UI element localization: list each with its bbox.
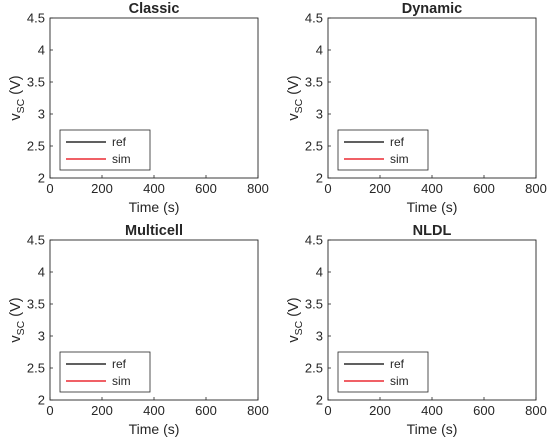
y-axis-label-unit: (V)	[8, 297, 24, 320]
y-tick-label: 3	[316, 329, 323, 344]
y-tick-label: 4.5	[27, 11, 45, 26]
y-axis-label-main: v	[8, 113, 24, 121]
x-tick-label: 0	[46, 403, 53, 418]
x-tick-label: 400	[421, 403, 443, 418]
panel-classic: 0 200 400 600 800 2 2.5 3 3.5 4 4.5 Classic Time (s)…	[8, 1, 269, 215]
y-tick-label: 4.5	[305, 11, 323, 26]
legend-label-ref: ref	[390, 357, 405, 371]
x-tick-label: 0	[324, 403, 331, 418]
legend-box	[337, 129, 429, 171]
x-tick-label: 0	[46, 181, 53, 196]
legend-label-ref: ref	[112, 357, 127, 371]
x-tick-label: 800	[247, 403, 269, 418]
x-tick-label: 200	[91, 403, 113, 418]
y-tick-label: 4.5	[27, 233, 45, 248]
panel-multicell: 0 200 400 600 800 2 2.5 3 3.5 4 4.5 Multicell Time (…	[8, 223, 269, 437]
y-tick-label: 2.5	[27, 361, 45, 376]
y-tick-label: 3	[316, 107, 323, 122]
y-tick-label: 2.5	[305, 139, 323, 154]
x-tick-label: 200	[369, 181, 391, 196]
legend: ref sim	[59, 351, 151, 393]
x-tick-label: 600	[473, 403, 495, 418]
x-tick-label: 600	[195, 181, 217, 196]
y-tick-label: 3	[38, 107, 45, 122]
x-tick-label: 400	[421, 181, 443, 196]
x-tick-label: 0	[324, 181, 331, 196]
legend: ref sim	[337, 129, 429, 171]
y-axis-label-unit: (V)	[8, 75, 24, 98]
y-tick-label: 2	[38, 171, 45, 186]
chart-title: Dynamic	[402, 1, 462, 17]
legend-label-ref: ref	[112, 135, 127, 149]
y-axis-label: vSC (V)	[8, 75, 27, 120]
x-axis-label: Time (s)	[129, 199, 180, 215]
chart-title: Multicell	[125, 223, 183, 239]
y-axis-label-sub: SC	[293, 320, 305, 335]
y-tick-label: 3.5	[305, 75, 323, 90]
x-axis-label: Time (s)	[407, 199, 458, 215]
x-tick-label: 400	[143, 403, 165, 418]
y-axis-label-main: v	[286, 335, 302, 343]
x-tick-label: 800	[525, 403, 547, 418]
y-axis-label-main: v	[8, 335, 24, 343]
x-tick-label: 600	[473, 181, 495, 196]
y-tick-label: 4	[38, 265, 45, 280]
y-axis-label: vSC (V)	[286, 297, 305, 342]
panel-nldl: 0 200 400 600 800 2 2.5 3 3.5 4 4.5 NLDL Time (s) vSC…	[286, 223, 547, 437]
y-tick-label: 3.5	[27, 75, 45, 90]
y-tick-label: 2	[38, 393, 45, 408]
x-tick-label: 200	[91, 181, 113, 196]
y-axis-label-sub: SC	[293, 98, 305, 113]
x-tick-label: 600	[195, 403, 217, 418]
legend-label-sim: sim	[390, 152, 409, 166]
x-axis-label: Time (s)	[129, 421, 180, 437]
legend-label-sim: sim	[112, 374, 131, 388]
x-tick-label: 400	[143, 181, 165, 196]
y-axis-label-unit: (V)	[286, 75, 302, 98]
y-axis-label: vSC (V)	[8, 297, 27, 342]
x-tick-label: 200	[369, 403, 391, 418]
y-tick-label: 3.5	[305, 297, 323, 312]
y-tick-label: 3.5	[27, 297, 45, 312]
legend: ref sim	[59, 129, 151, 171]
legend: ref sim	[337, 351, 429, 393]
legend-label-sim: sim	[112, 152, 131, 166]
y-axis-label-sub: SC	[15, 320, 27, 335]
y-tick-label: 2	[316, 171, 323, 186]
y-axis-label-sub: SC	[15, 98, 27, 113]
x-tick-label: 800	[247, 181, 269, 196]
chart-title: Classic	[129, 1, 180, 17]
y-tick-label: 4	[38, 43, 45, 58]
panel-dynamic: 0 200 400 600 800 2 2.5 3 3.5 4 4.5 Dynamic Time (s)…	[286, 1, 547, 215]
x-tick-label: 800	[525, 181, 547, 196]
legend-box	[59, 129, 151, 171]
legend-box	[337, 351, 429, 393]
y-tick-label: 4	[316, 43, 323, 58]
y-tick-label: 4.5	[305, 233, 323, 248]
x-axis-label: Time (s)	[407, 421, 458, 437]
legend-box	[59, 351, 151, 393]
chart-title: NLDL	[413, 223, 452, 239]
legend-label-ref: ref	[390, 135, 405, 149]
y-axis-label-main: v	[286, 113, 302, 121]
y-tick-label: 2	[316, 393, 323, 408]
legend-label-sim: sim	[390, 374, 409, 388]
y-tick-label: 4	[316, 265, 323, 280]
y-tick-label: 3	[38, 329, 45, 344]
y-tick-label: 2.5	[305, 361, 323, 376]
y-axis-label-unit: (V)	[286, 297, 302, 320]
y-axis-label: vSC (V)	[286, 75, 305, 120]
y-tick-label: 2.5	[27, 139, 45, 154]
